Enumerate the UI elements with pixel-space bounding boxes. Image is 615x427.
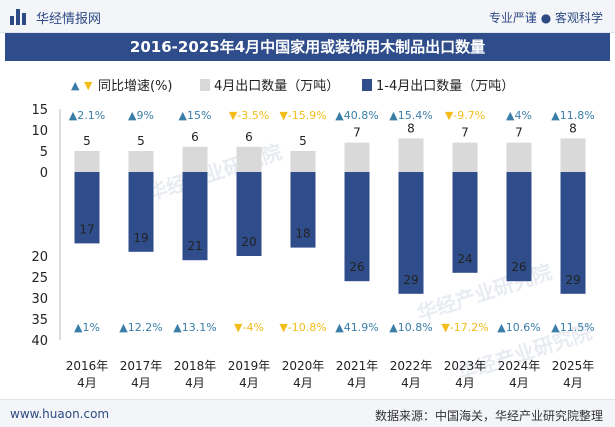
bar-jan-apr (398, 172, 424, 294)
watermark: 华经产业研究院 (414, 260, 555, 326)
bar-april (506, 142, 532, 172)
chart-title: 2016-2025年4月中国家用或装饰用木制品出口数量 (5, 33, 610, 61)
growth-jan-apr-label: ▲11.5% (551, 321, 594, 334)
legend-april-swatch (200, 79, 210, 91)
legend-up-triangle-icon: ▲ (71, 79, 80, 92)
bar-april (452, 142, 478, 172)
bar-jan-apr (344, 172, 370, 282)
bar-april (398, 138, 424, 172)
data-source: 数据来源：中国海关，华经产业研究院整理 (374, 409, 603, 423)
tagline: 专业严谨 ● 客观科学 (488, 11, 603, 25)
x-tick-label: 2025年 4月 (552, 359, 595, 390)
bar-april (560, 138, 586, 172)
bar-jan-apr-label: 20 (241, 235, 256, 249)
bar-jan-apr-label: 21 (187, 239, 202, 253)
x-tick-label: 2021年 4月 (336, 359, 379, 390)
growth-jan-apr-label: ▲10.6% (497, 321, 540, 334)
growth-jan-apr-label: ▲12.2% (119, 321, 162, 334)
bar-jan-apr-label: 24 (457, 252, 472, 266)
growth-april-label: ▲9% (128, 109, 154, 122)
x-tick-label: 2024年 4月 (498, 359, 541, 390)
y-tick-label: 0 (40, 166, 48, 181)
growth-april-label: ▲4% (506, 109, 532, 122)
growth-april-label: ▲2.1% (69, 109, 105, 122)
bar-april (236, 146, 262, 172)
bar-april-label: 6 (245, 130, 253, 144)
x-tick-label: 2019年 4月 (228, 359, 271, 390)
bar-jan-apr-label: 19 (133, 231, 148, 245)
bar-april-label: 8 (407, 121, 415, 135)
footer: www.huaon.com 数据来源：中国海关，华经产业研究院整理 (0, 399, 615, 427)
chart-canvas: 1510502025303540华经产业研究院华经产业研究院华经产业研究院517… (31, 79, 595, 390)
top-bar: 华经情报网 专业严谨 ● 客观科学 (0, 0, 615, 33)
bar-jan-apr (128, 172, 154, 252)
bar-jan-apr (452, 172, 478, 273)
y-tick-label: 30 (31, 292, 48, 307)
y-tick-label: 5 (40, 145, 48, 160)
y-tick-label: 35 (31, 313, 48, 328)
bar-april (74, 151, 100, 172)
watermark: 华经产业研究院 (144, 140, 285, 206)
growth-jan-apr-label: ▲1% (74, 321, 100, 334)
growth-jan-apr-label: ▼-17.2% (441, 321, 488, 334)
bar-jan-apr (506, 172, 532, 282)
growth-april-label: ▼-9.7% (445, 109, 485, 122)
bar-april-label: 7 (353, 126, 361, 140)
bar-jan-apr-label: 29 (403, 273, 418, 287)
bar-jan-apr (560, 172, 586, 294)
bar-april (128, 151, 154, 172)
y-tick-label: 25 (31, 271, 48, 286)
bar-april-label: 5 (83, 134, 91, 148)
brand-name: 华经情报网 (36, 11, 102, 27)
growth-jan-apr-label: ▼-4% (234, 321, 264, 334)
y-tick-label: 40 (31, 334, 48, 349)
growth-april-label: ▲15% (179, 109, 212, 122)
bar-jan-apr-label: 26 (511, 260, 526, 274)
bar-april (344, 142, 370, 172)
legend-down-triangle-icon: ▼ (84, 79, 93, 92)
legend-april-label: 4月出口数量（万吨） (214, 79, 339, 94)
brand-logo-icon (10, 9, 28, 25)
bar-jan-apr (290, 172, 316, 248)
bar-jan-apr (74, 172, 100, 244)
bar-jan-apr (236, 172, 262, 256)
growth-jan-apr-label: ▲41.9% (335, 321, 378, 334)
growth-jan-apr-label: ▼-10.8% (279, 321, 326, 334)
bar-april-label: 5 (137, 134, 145, 148)
website-link[interactable]: www.huaon.com (10, 407, 110, 421)
bar-april (290, 151, 316, 172)
growth-april-label: ▼-3.5% (229, 109, 269, 122)
x-tick-label: 2023年 4月 (444, 359, 487, 390)
bar-april (182, 146, 208, 172)
x-tick-label: 2022年 4月 (390, 359, 433, 390)
bar-jan-apr-label: 17 (79, 222, 94, 236)
bar-april-label: 7 (461, 126, 469, 140)
growth-april-label: ▲15.4% (389, 109, 432, 122)
bar-jan-apr-label: 26 (349, 260, 364, 274)
legend-jan-apr-label: 1-4月出口数量（万吨） (376, 79, 514, 94)
bar-jan-apr-label: 18 (295, 227, 310, 241)
legend-growth-label: 同比增速(%) (98, 79, 173, 94)
y-tick-label: 20 (31, 250, 48, 265)
x-tick-label: 2018年 4月 (174, 359, 217, 390)
growth-april-label: ▼-15.9% (279, 109, 326, 122)
bar-april-label: 7 (515, 126, 523, 140)
growth-jan-apr-label: ▲13.1% (173, 321, 216, 334)
growth-april-label: ▲11.8% (551, 109, 594, 122)
bar-jan-apr-label: 29 (565, 273, 580, 287)
brand[interactable]: 华经情报网 (10, 7, 101, 27)
bar-april-label: 5 (299, 134, 307, 148)
x-tick-label: 2017年 4月 (120, 359, 163, 390)
x-tick-label: 2020年 4月 (282, 359, 325, 390)
y-tick-label: 10 (31, 124, 48, 139)
bar-april-label: 6 (191, 130, 199, 144)
growth-april-label: ▲40.8% (335, 109, 378, 122)
growth-jan-apr-label: ▲10.8% (389, 321, 432, 334)
bar-april-label: 8 (569, 121, 577, 135)
legend-jan-apr-swatch (362, 79, 372, 91)
x-tick-label: 2016年 4月 (66, 359, 109, 390)
bar-jan-apr (182, 172, 208, 261)
y-tick-label: 15 (31, 103, 48, 118)
